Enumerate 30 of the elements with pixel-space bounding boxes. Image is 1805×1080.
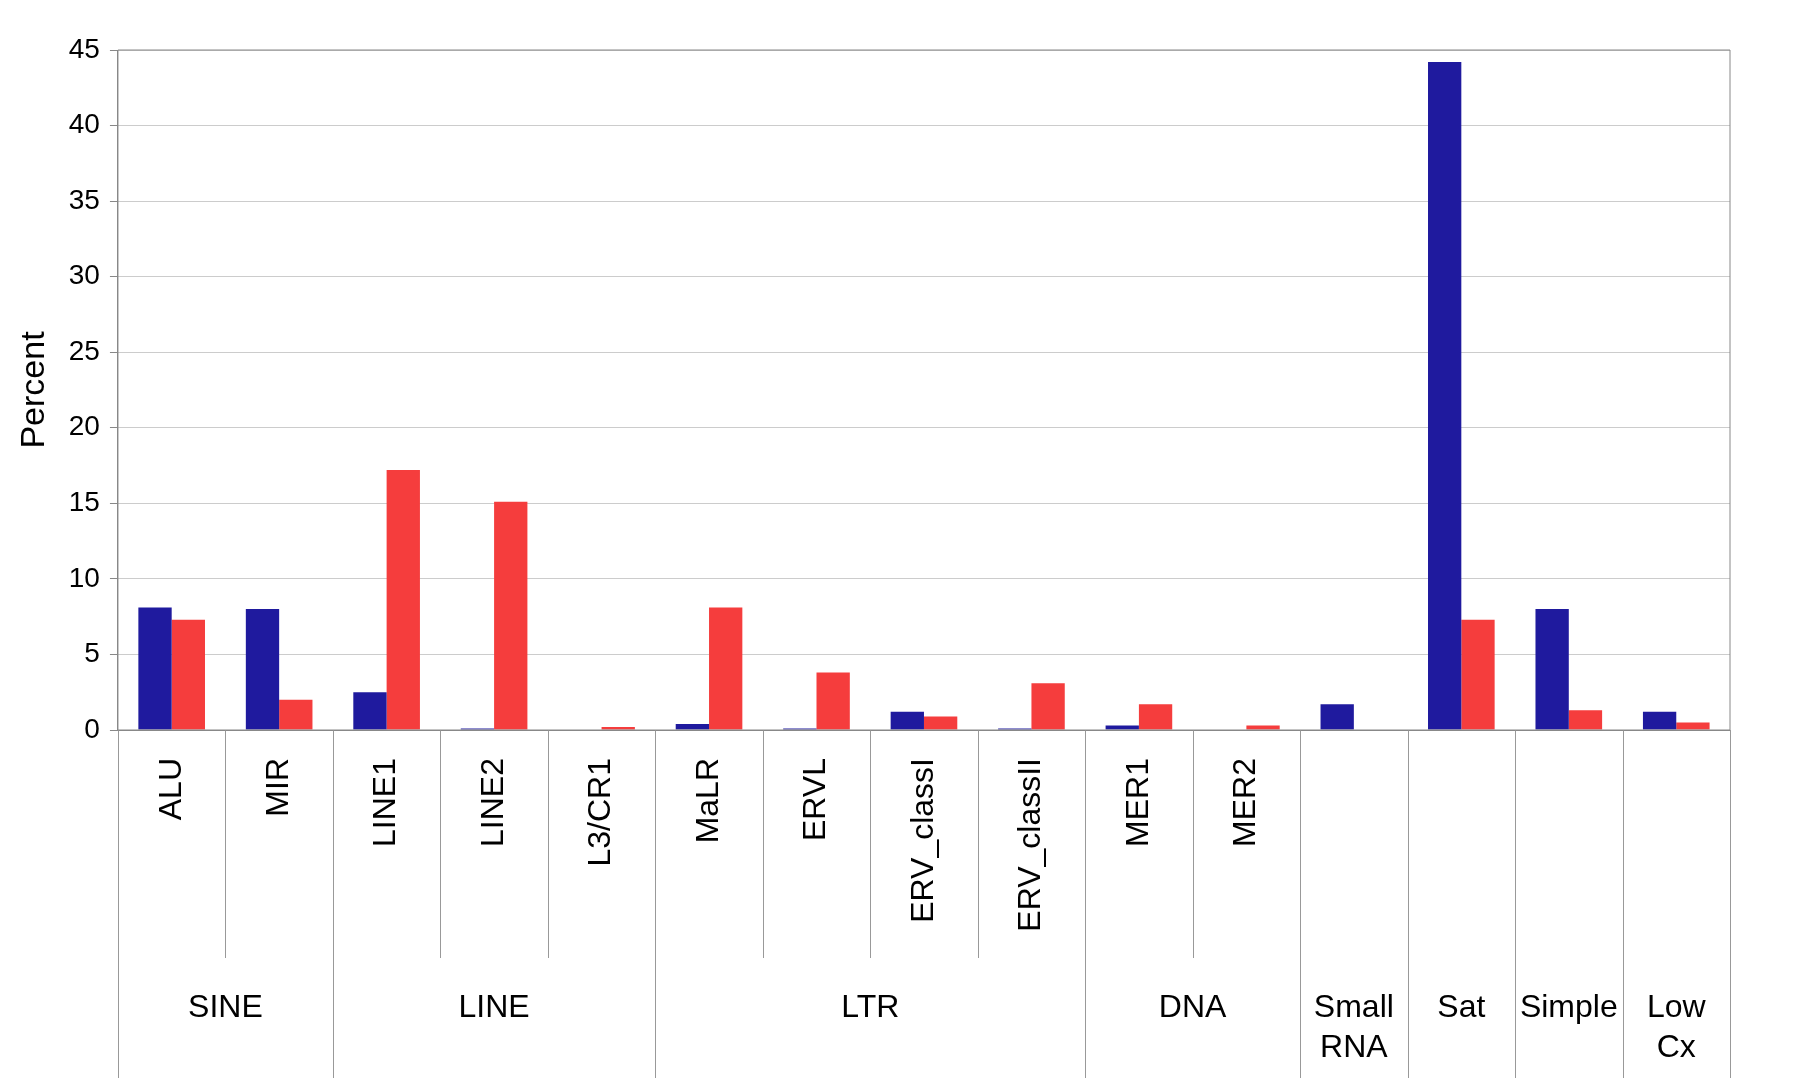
text: LINE [458, 987, 530, 1024]
x-tick-label: ERV_classI [903, 758, 940, 923]
x-tick-label: LINE2 [473, 758, 510, 847]
x-tick-label: MER1 [1118, 758, 1155, 847]
y-tick-label: 40 [68, 108, 100, 140]
text: Small RNA [1313, 987, 1394, 1064]
text: Sat [1437, 987, 1486, 1024]
y-tick-label: 10 [68, 561, 100, 593]
x-tick-label: ERVL [796, 758, 833, 842]
x-tick-label: MIR [258, 758, 295, 817]
text: Simple [1519, 987, 1618, 1024]
text: DNA [1158, 987, 1228, 1024]
y-tick-label: 0 [84, 712, 100, 744]
y-tick-label: 35 [68, 183, 100, 215]
text: Low Cx [1646, 987, 1707, 1064]
x-tick-label: LINE1 [366, 758, 403, 847]
x-tick-label: L3/CR1 [581, 758, 618, 867]
x-tick-label: MER2 [1226, 758, 1263, 847]
y-tick-label: 25 [68, 334, 100, 366]
x-tick-label: ALU [151, 758, 188, 821]
y-tick-label: 45 [68, 32, 100, 64]
y-axis-title: Percent [12, 330, 51, 449]
x-tick-label: ERV_classII [1011, 758, 1048, 932]
x-tick-label: MaLR [688, 758, 725, 844]
text: SINE [188, 987, 263, 1024]
y-tick-label: 30 [68, 259, 100, 291]
y-tick-label: 20 [68, 410, 100, 442]
y-tick-label: 5 [84, 637, 100, 669]
text: LTR [841, 987, 900, 1024]
y-tick-label: 15 [68, 486, 100, 518]
